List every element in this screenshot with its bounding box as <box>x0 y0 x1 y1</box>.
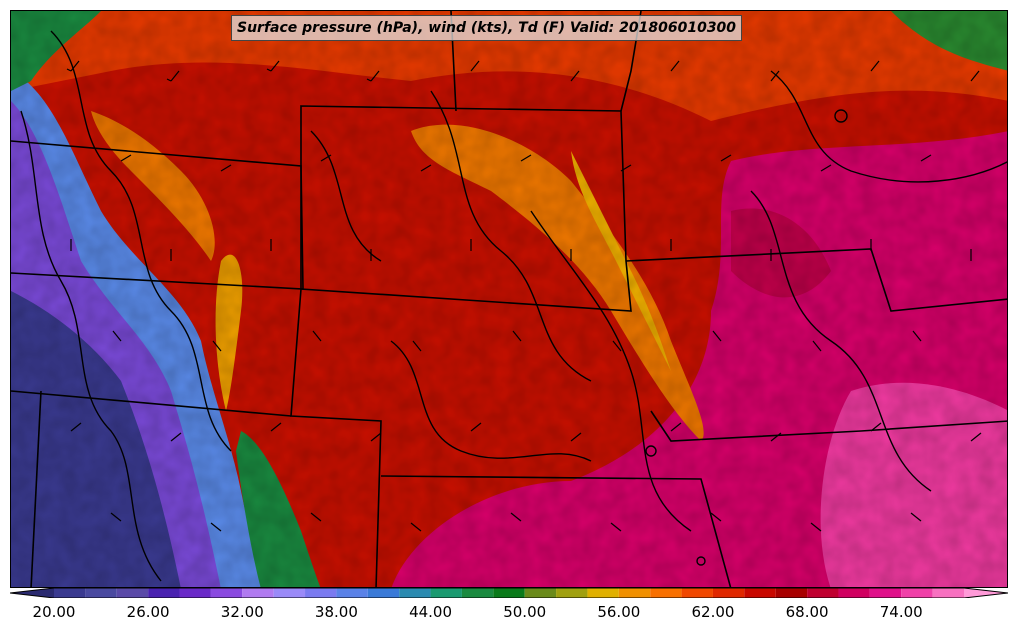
colorbar-segment <box>932 588 964 598</box>
colorbar-segment <box>305 588 337 598</box>
colorbar-tick-label: 20.00 <box>32 603 76 621</box>
colorbar-segment <box>744 588 776 598</box>
colorbar-segment <box>367 588 400 598</box>
colorbar-segment <box>54 588 86 598</box>
wind-barbs <box>66 60 982 532</box>
colorbar-segment <box>838 588 870 598</box>
colorbar-segment <box>210 588 243 598</box>
state-boundaries <box>11 11 1007 587</box>
colorbar-segment <box>10 588 54 598</box>
colorbar-segment <box>242 588 274 598</box>
field-texture <box>11 11 1007 587</box>
colorbar-segment <box>869 588 902 598</box>
map-panel <box>10 10 1008 588</box>
colorbar-segment <box>650 588 682 598</box>
colorbar-segment <box>273 588 306 598</box>
colorbar-segment <box>524 588 557 598</box>
colorbar <box>10 588 1008 598</box>
colorbar-tick-label: 32.00 <box>220 603 264 621</box>
colorbar-tick-label: 44.00 <box>409 603 453 621</box>
colorbar-tick-label: 38.00 <box>314 603 358 621</box>
map-title: Surface pressure (hPa), wind (kts), Td (… <box>231 15 743 41</box>
colorbar-segment <box>461 588 494 598</box>
colorbar-tick-label: 68.00 <box>785 603 829 621</box>
colorbar-segment <box>964 588 1008 598</box>
colorbar-segment <box>399 588 431 598</box>
colorbar-segment <box>430 588 462 598</box>
colorbar-segment <box>712 588 745 598</box>
colorbar-segment <box>179 588 211 598</box>
colorbar-segment <box>618 588 651 598</box>
colorbar-segment <box>148 588 180 598</box>
colorbar-segment <box>493 588 525 598</box>
colorbar-segment <box>807 588 839 598</box>
colorbar-segment <box>587 588 619 598</box>
pressure-isobars <box>20 30 1007 582</box>
colorbar-tick-label: 56.00 <box>597 603 641 621</box>
colorbar-tick-label: 74.00 <box>879 603 923 621</box>
colorbar-segment <box>336 588 368 598</box>
colorbar-segment <box>681 588 713 598</box>
colorbar-segment <box>901 588 933 598</box>
colorbar-tick-label: 50.00 <box>503 603 547 621</box>
colorbar-tick-label: 62.00 <box>691 603 735 621</box>
colorbar-segment <box>556 588 588 598</box>
colorbar-segment <box>116 588 149 598</box>
colorbar-tick-label: 26.00 <box>126 603 170 621</box>
colorbar-segment <box>85 588 117 598</box>
colorbar-segment <box>775 588 808 598</box>
dewpoint-map <box>11 11 1007 587</box>
